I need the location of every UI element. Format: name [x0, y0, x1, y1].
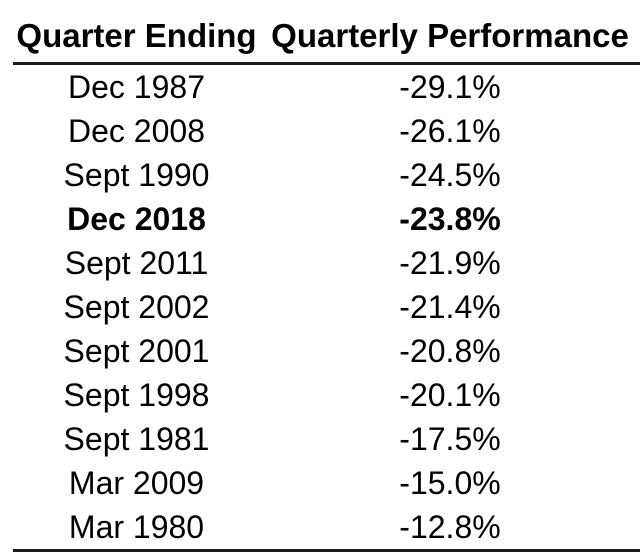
column-header-quarter-ending: Quarter Ending — [13, 6, 260, 65]
table-row: Dec 2018 -23.8% — [13, 197, 640, 241]
quarter-cell: Sept 2002 — [63, 289, 210, 325]
quarter-cell: Dec 1987 — [68, 69, 205, 105]
performance-cell: -12.8% — [260, 505, 640, 552]
quarterly-performance-table: Quarter Ending Quarterly Performance Dec… — [13, 6, 640, 552]
quarter-cell: Sept 1981 — [63, 421, 210, 457]
quarter-cell: Sept 2011 — [64, 245, 209, 281]
quarter-cell: Mar 2009 — [68, 465, 205, 501]
table-row: Sept 1998 -20.1% — [13, 373, 640, 417]
performance-cell: -26.1% — [399, 113, 501, 149]
table-row: Dec 1987 -29.1% — [13, 64, 640, 110]
performance-cell: -23.8% — [399, 201, 501, 237]
quarter-cell: Sept 2001 — [63, 333, 210, 369]
quarter-cell: Mar 1980 — [13, 505, 260, 552]
table-row: Dec 2008 -26.1% — [13, 109, 640, 153]
performance-cell: -24.5% — [399, 157, 501, 193]
performance-cell: -15.0% — [399, 465, 501, 501]
table-row: Sept 2011 -21.9% — [13, 241, 640, 285]
column-header-quarterly-performance: Quarterly Performance — [260, 6, 640, 65]
quarter-cell: Dec 2008 — [68, 113, 205, 149]
table-row: Mar 2009 -15.0% — [13, 461, 640, 505]
table-row: Sept 1990 -24.5% — [13, 153, 640, 197]
table-row: Sept 2002 -21.4% — [13, 285, 640, 329]
table-body: Dec 1987 -29.1% Dec 2008 -26.1% Sept 199… — [13, 64, 640, 552]
table-row: Mar 1980 -12.8% — [13, 505, 640, 552]
quarter-cell: Dec 2018 — [67, 201, 206, 237]
header-row: Quarter Ending Quarterly Performance — [13, 6, 640, 65]
performance-cell: -21.4% — [399, 289, 501, 325]
performance-cell: -17.5% — [399, 421, 501, 457]
table-row: Sept 2001 -20.8% — [13, 329, 640, 373]
performance-cell: -20.1% — [399, 377, 501, 413]
quarter-cell: Sept 1998 — [63, 377, 210, 413]
performance-cell: -21.9% — [399, 245, 501, 281]
quarter-cell: Sept 1990 — [63, 157, 210, 193]
table-row: Sept 1981 -17.5% — [13, 417, 640, 461]
performance-cell: -29.1% — [399, 69, 501, 105]
performance-cell: -20.8% — [399, 333, 501, 369]
